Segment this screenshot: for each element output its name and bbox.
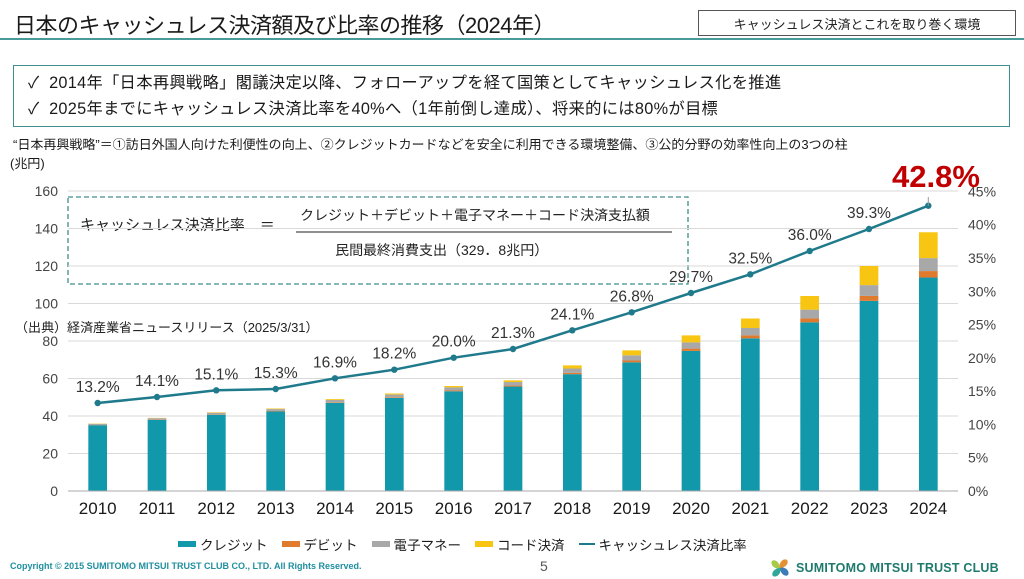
svg-text:60: 60 (42, 371, 58, 387)
svg-text:クレジット＋デビット＋電子マネー＋コード決済支払額: クレジット＋デビット＋電子マネー＋コード決済支払額 (300, 207, 650, 223)
svg-text:2012: 2012 (197, 499, 235, 518)
svg-text:10%: 10% (968, 416, 996, 432)
svg-text:26.8%: 26.8% (610, 288, 654, 305)
svg-text:120: 120 (35, 258, 59, 274)
svg-text:20: 20 (42, 446, 58, 462)
svg-text:16.9%: 16.9% (313, 354, 357, 371)
svg-text:160: 160 (35, 183, 59, 199)
svg-text:15.1%: 15.1% (194, 366, 238, 383)
svg-text:2015: 2015 (375, 499, 413, 518)
svg-text:13.2%: 13.2% (76, 379, 120, 396)
svg-text:2014: 2014 (316, 499, 354, 518)
svg-text:2013: 2013 (257, 499, 295, 518)
svg-text:14.1%: 14.1% (135, 373, 179, 390)
svg-text:2020: 2020 (672, 499, 710, 518)
svg-text:45%: 45% (968, 183, 996, 199)
svg-text:24.1%: 24.1% (550, 306, 594, 323)
svg-text:39.3%: 39.3% (847, 205, 891, 222)
svg-text:5%: 5% (968, 450, 988, 466)
svg-text:2023: 2023 (850, 499, 888, 518)
svg-text:35%: 35% (968, 250, 996, 266)
svg-text:2010: 2010 (79, 499, 117, 518)
svg-text:0%: 0% (968, 483, 988, 499)
svg-text:140: 140 (35, 221, 59, 237)
svg-text:25%: 25% (968, 317, 996, 333)
svg-text:40: 40 (42, 408, 58, 424)
svg-text:20.0%: 20.0% (432, 334, 476, 351)
svg-text:民間最終消費支出（329．8兆円）: 民間最終消費支出（329．8兆円） (335, 242, 548, 258)
svg-text:0: 0 (50, 483, 58, 499)
svg-text:21.3%: 21.3% (491, 325, 535, 342)
svg-text:100: 100 (35, 296, 59, 312)
svg-text:（出典）経済産業省ニュースリリース（2025/3/31）: （出典）経済産業省ニュースリリース（2025/3/31） (15, 320, 319, 335)
svg-text:2022: 2022 (791, 499, 829, 518)
svg-text:29.7%: 29.7% (669, 269, 713, 286)
svg-text:2011: 2011 (139, 499, 176, 518)
svg-text:キャッシュレス決済比率 ＝: キャッシュレス決済比率 ＝ (80, 217, 275, 234)
svg-text:15.3%: 15.3% (254, 365, 298, 382)
svg-text:40%: 40% (968, 217, 996, 233)
svg-text:30%: 30% (968, 283, 996, 299)
svg-text:2019: 2019 (613, 499, 651, 518)
svg-text:18.2%: 18.2% (372, 346, 416, 363)
svg-text:2017: 2017 (494, 499, 532, 518)
svg-text:15%: 15% (968, 383, 996, 399)
svg-text:2016: 2016 (435, 499, 473, 518)
svg-text:80: 80 (42, 333, 58, 349)
svg-text:20%: 20% (968, 350, 996, 366)
svg-text:2024: 2024 (909, 499, 947, 518)
svg-text:2018: 2018 (553, 499, 591, 518)
svg-text:36.0%: 36.0% (788, 227, 832, 244)
svg-text:32.5%: 32.5% (728, 250, 772, 267)
svg-text:2021: 2021 (731, 499, 769, 518)
